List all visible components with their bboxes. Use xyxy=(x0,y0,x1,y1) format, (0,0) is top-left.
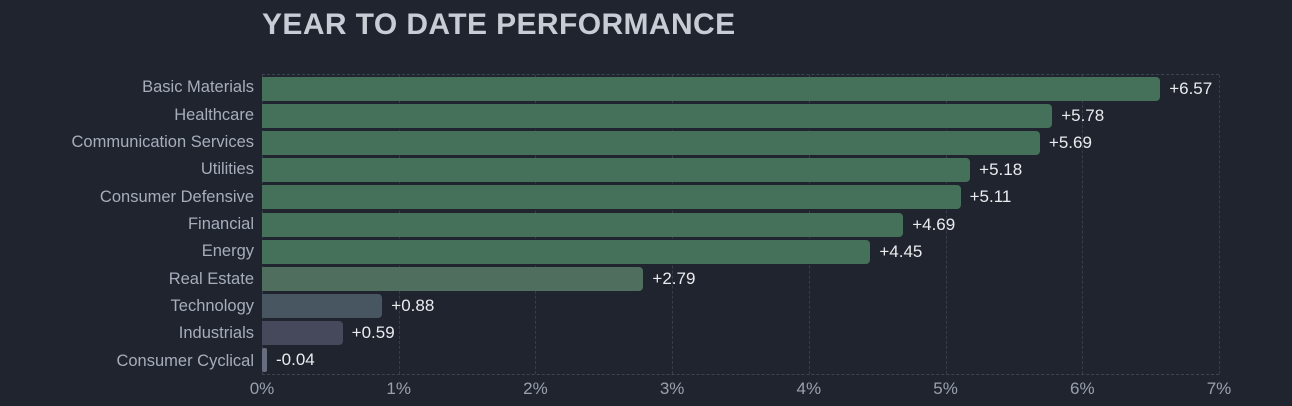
x-tick-label: 6% xyxy=(1069,379,1095,398)
bar-row: +4.45 xyxy=(262,238,1219,265)
x-tick-label: 2% xyxy=(523,379,548,398)
gridline xyxy=(1082,75,1084,374)
category-axis: Basic Materials Healthcare Communication S… xyxy=(0,74,254,375)
bar-value-label: +5.69 xyxy=(1048,132,1092,152)
x-tick-label: 4% xyxy=(796,379,822,398)
bar-value-label: +6.57 xyxy=(1169,78,1213,98)
category-label-industrials: Industrials xyxy=(178,324,254,343)
bar-row: +2.79 xyxy=(262,265,1219,292)
bar-industrials xyxy=(262,321,343,346)
category-label-consumer-cyclical: Consumer Cyclical xyxy=(116,351,254,370)
bar-row: +5.11 xyxy=(262,184,1219,211)
bar-financial xyxy=(262,212,904,237)
bar-row: -0.04 xyxy=(262,347,1219,374)
bar-utilities xyxy=(262,158,971,183)
category-label-consumer-defensive: Consumer Defensive xyxy=(99,187,254,206)
category-label-basic-materials: Basic Materials xyxy=(142,78,254,97)
bar-value-label: +5.11 xyxy=(969,187,1012,207)
bar-consumer-cyclical xyxy=(262,348,267,373)
bar-value-label: +0.88 xyxy=(391,296,435,316)
bar-row: +6.57 xyxy=(262,75,1219,102)
bar-communication-services xyxy=(262,130,1040,155)
bar-value-label: +4.69 xyxy=(912,214,956,234)
category-label-communication-services: Communication Services xyxy=(71,132,254,151)
bar-row: +5.78 xyxy=(262,102,1219,129)
bar-value-label: +5.18 xyxy=(979,160,1023,180)
bar-healthcare xyxy=(262,103,1053,128)
bar-row: +0.88 xyxy=(262,293,1219,320)
x-axis: 0% 1% 2% 3% 4% 5% 6% 7% xyxy=(250,379,1232,403)
bar-value-label: -0.04 xyxy=(276,350,315,370)
bar-value-label: +0.59 xyxy=(351,323,395,343)
category-label-utilities: Utilities xyxy=(200,160,254,179)
bar-energy xyxy=(262,239,871,264)
x-tick-label: 0% xyxy=(249,379,275,398)
bar-row: +4.69 xyxy=(262,211,1219,238)
bar-rows: +6.57 +5.78 +5.69 +5.18 +5.11 +4.69 +4.45 +2.79… xyxy=(262,75,1219,374)
x-tick-label: 7% xyxy=(1206,379,1232,398)
gridline xyxy=(945,75,947,374)
category-label-real-estate: Real Estate xyxy=(168,269,254,288)
category-label-healthcare: Healthcare xyxy=(174,105,254,124)
chart-title: YEAR TO DATE PERFORMANCE xyxy=(262,8,736,41)
bar-row: +0.59 xyxy=(262,320,1219,347)
bar-row: +5.18 xyxy=(262,157,1219,184)
bar-row: +5.69 xyxy=(262,129,1219,156)
gridline xyxy=(1219,75,1220,374)
plot-area: +6.57 +5.78 +5.69 +5.18 +5.11 +4.69 +4.45 +2.79… xyxy=(262,74,1220,375)
bar-real-estate xyxy=(262,266,644,291)
bar-basic-materials xyxy=(262,76,1161,101)
bar-value-label: +2.79 xyxy=(652,268,696,288)
x-tick-label: 1% xyxy=(386,379,411,398)
category-label-technology: Technology xyxy=(170,297,254,316)
bar-technology xyxy=(262,294,383,319)
bar-value-label: +5.78 xyxy=(1061,105,1105,125)
x-tick-label: 5% xyxy=(933,379,958,398)
x-tick-label: 3% xyxy=(659,379,685,398)
category-label-energy: Energy xyxy=(201,242,254,261)
category-label-financial: Financial xyxy=(187,214,254,233)
bar-value-label: +4.45 xyxy=(879,241,923,261)
bar-consumer-defensive xyxy=(262,185,961,210)
